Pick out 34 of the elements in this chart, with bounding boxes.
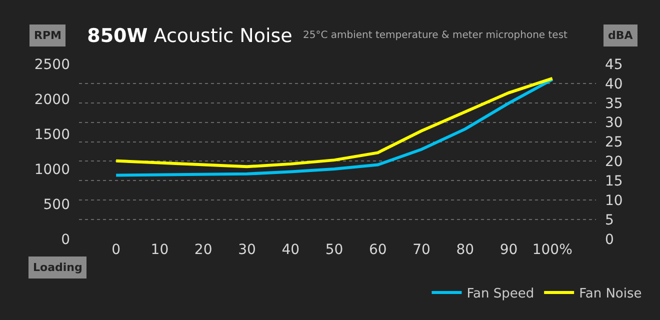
x-tick-label: 0 [112,242,121,258]
x-tick-label: 60 [368,242,387,258]
y-tick-label: 2500 [34,56,70,73]
y2-tick-label: 45 [605,56,623,73]
y-axis-title: RPM [34,29,62,42]
x-tick-label: 80 [456,242,474,258]
legend-label: Fan Noise [579,286,642,302]
chart-subtitle: 25°C ambient temperature & meter microphone test [303,30,568,41]
y-tick-label: 0 [61,232,70,248]
x-tick-label: 50 [325,242,344,258]
x-tick-label: 10 [150,242,169,258]
chart-title: 850W Acoustic Noise [87,24,292,47]
x-tick-label: 30 [238,242,256,258]
x-tick-label: 20 [194,242,212,258]
y-tick-label: 1000 [34,162,70,178]
y2-tick-label: 10 [605,193,623,210]
x-tick-label: 90 [500,242,518,258]
y-tick-label: 500 [43,196,70,213]
x-axis-title: Loading [33,261,82,274]
y2-tick-label: 30 [605,115,623,132]
y2-tick-label: 40 [605,76,623,92]
x-tick-label: 100% [532,242,572,258]
y2-axis-title: dBA [608,29,634,42]
y-tick-label: 1500 [34,126,70,143]
y2-tick-label: 0 [605,232,614,248]
y-tick-label: 2000 [34,92,70,108]
legend-label: Fan Speed [466,286,534,302]
y2-tick-label: 15 [605,174,623,190]
y2-tick-label: 5 [605,212,614,228]
y2-tick-label: 25 [605,134,623,151]
y2-tick-label: 20 [605,154,623,170]
x-tick-label: 70 [412,242,430,258]
x-tick-label: 40 [282,242,300,258]
y2-tick-label: 35 [605,96,623,112]
